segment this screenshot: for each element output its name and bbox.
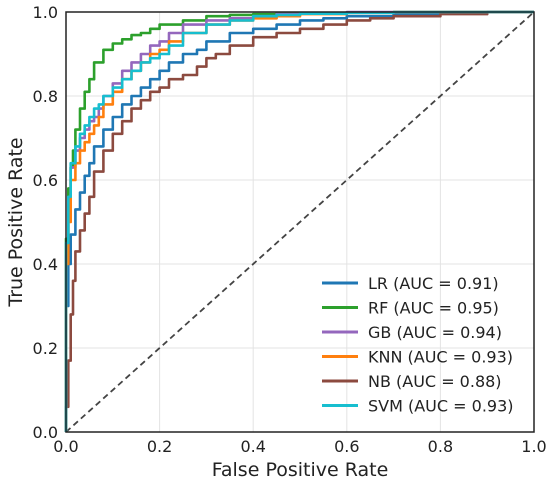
y-axis-title: True Positive Rate — [5, 137, 27, 307]
x-tick-label: 0.8 — [428, 437, 453, 456]
x-tick-label: 0.2 — [147, 437, 172, 456]
tick-layer: 0.0 0.2 0.4 0.6 0.8 1.0 0.0 0.2 0.4 0.6 0.8 1.0 — [33, 3, 547, 456]
series-line-5 — [64, 10, 534, 432]
x-tick-label: 0.0 — [53, 437, 78, 456]
legend-label-3: KNN (AUC = 0.93) — [368, 348, 513, 367]
y-tick-label: 0.8 — [33, 87, 58, 106]
legend: LR (AUC = 0.91) RF (AUC = 0.95) GB (AUC = … — [322, 274, 514, 416]
y-tick-label: 0.0 — [33, 423, 58, 442]
y-tick-label: 0.2 — [33, 339, 58, 358]
series-line-0 — [64, 10, 534, 432]
y-tick-label: 0.4 — [33, 255, 58, 274]
legend-label-2: GB (AUC = 0.94) — [368, 323, 502, 342]
y-tick-label: 1.0 — [33, 3, 58, 22]
legend-label-1: RF (AUC = 0.95) — [368, 299, 499, 318]
chance-reference-line — [65, 11, 535, 433]
x-tick-label: 0.4 — [240, 437, 265, 456]
x-tick-label: 0.6 — [334, 437, 359, 456]
legend-label-4: NB (AUC = 0.88) — [368, 372, 502, 391]
legend-label-5: SVM (AUC = 0.93) — [368, 397, 514, 416]
plot-frame — [65, 11, 535, 433]
grid-layer — [65, 11, 535, 433]
reference-line-layer — [65, 11, 535, 433]
legend-label-0: LR (AUC = 0.91) — [368, 274, 499, 293]
series-layer — [64, 10, 534, 432]
x-tick-label: 1.0 — [521, 437, 546, 456]
series-line-4 — [64, 10, 534, 432]
x-axis-title: False Positive Rate — [212, 459, 389, 481]
y-tick-label: 0.6 — [33, 171, 58, 190]
